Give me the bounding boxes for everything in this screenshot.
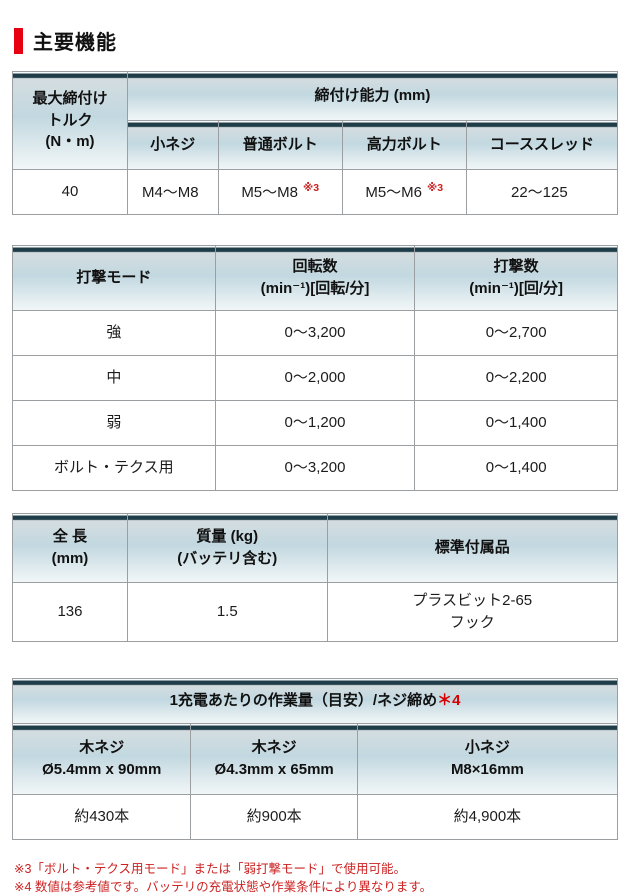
header-standard-bolt: 普通ボルト [217, 120, 343, 170]
cell-impact: 0～2,200 [414, 355, 618, 401]
cell-mode: ボルト・テクス用 [12, 445, 216, 491]
cell-mode: 強 [12, 310, 216, 356]
footnotes: ※3「ボルト・テクス用モード」または「弱打撃モード」で使用可能。 ※4 数値は参… [14, 860, 618, 896]
header-machine-screw: 小ネジ [126, 120, 219, 170]
header-capacity-group: 締付け能力 (mm) [126, 71, 619, 121]
header-standard-accessories: 標準付属品 [326, 513, 619, 583]
cell-weight: 1.5 [126, 582, 328, 642]
cell-mode: 弱 [12, 400, 216, 446]
note-ref: ※3 [427, 181, 444, 194]
cell-wood-screw-large-count: 約430本 [11, 794, 192, 840]
table-row: 中 0～2,000 0～2,200 [12, 355, 618, 401]
cell-high-tensile-bolt: M5～M6 ※3 [341, 169, 467, 215]
cell-value: M4～M8 [141, 183, 199, 201]
work-capacity-table: 1充電あたりの作業量（目安）/ネジ締め＊4 木ネジ Ø5.4mm x 90mm … [11, 678, 619, 840]
header-overall-length: 全 長 (mm) [12, 513, 128, 583]
title-accent-bar [14, 27, 23, 54]
cell-coarse-thread: 22～125 [465, 169, 619, 215]
cell-value: M5～M6 [365, 183, 423, 201]
cell-overall-length: 136 [12, 582, 128, 642]
header-coarse-thread: コーススレッド [465, 120, 619, 170]
cell-value: M5～M8 [241, 183, 298, 201]
tightening-spec-table: 最大締付け トルク (N・m) 締付け能力 (mm) 小ネジ 普通ボルト 高力ボ… [12, 71, 619, 215]
footnote-4: ※4 数値は参考値です。バッテリの充電状態や作業条件により異なります。 [14, 880, 433, 895]
table-row: 40 M4～M8 M5～M8 ※3 M5～M6 ※3 22～125 [12, 169, 619, 215]
header-weight: 質量 (kg) (バッテリ含む) [126, 513, 328, 583]
cell-impact: 0～1,400 [414, 445, 618, 491]
header-high-tensile-bolt: 高力ボルト [341, 120, 467, 170]
cell-max-torque: 40 [12, 169, 128, 215]
header-wood-screw-small: 木ネジ Ø4.3mm x 65mm [190, 723, 358, 795]
cell-wood-screw-small-count: 約900本 [190, 794, 358, 840]
cell-standard-accessories: プラスビット2-65 フック [326, 582, 619, 642]
header-rotation-speed: 回転数 (min⁻¹)[回転/分] [214, 245, 416, 311]
header-max-torque: 最大締付け トルク (N・m) [12, 71, 128, 170]
cell-rotation: 0～3,200 [214, 445, 416, 491]
work-capacity-title-note: ＊4 [437, 692, 461, 710]
footnote-3: ※3「ボルト・テクス用モード」または「弱打撃モード」で使用可能。 [14, 862, 407, 876]
cell-rotation: 0～3,200 [214, 310, 416, 356]
cell-mode: 中 [12, 355, 216, 401]
table-row: 約430本 約900本 約4,900本 [11, 794, 619, 840]
table-row: 136 1.5 プラスビット2-65 フック [12, 582, 619, 642]
dimensions-table: 全 長 (mm) 質量 (kg) (バッテリ含む) 標準付属品 136 1.5 … [12, 513, 619, 642]
cell-machine-screw-m8-count: 約4,900本 [356, 794, 619, 840]
cell-rotation: 0～2,000 [214, 355, 416, 401]
header-wood-screw-large: 木ネジ Ø5.4mm x 90mm [11, 723, 192, 795]
page-title-row: 主要機能 [14, 26, 618, 55]
table-row: 弱 0～1,200 0～1,400 [12, 400, 618, 446]
cell-standard-bolt: M5～M8 ※3 [217, 169, 343, 215]
cell-value: 22～125 [511, 183, 568, 201]
header-impact-mode: 打撃モード [12, 245, 216, 311]
work-capacity-title-text: 1充電あたりの作業量（目安）/ネジ締め [169, 692, 438, 710]
cell-impact: 0～2,700 [414, 310, 618, 356]
cell-rotation: 0～1,200 [214, 400, 416, 446]
header-impact-rate: 打撃数 (min⁻¹)[回/分] [414, 245, 618, 311]
page-title: 主要機能 [33, 32, 117, 54]
table-row: ボルト・テクス用 0～3,200 0～1,400 [12, 445, 618, 491]
cell-machine-screw: M4～M8 [126, 169, 219, 215]
header-work-capacity-title: 1充電あたりの作業量（目安）/ネジ締め＊4 [12, 678, 618, 724]
note-ref: ※3 [303, 181, 320, 194]
header-machine-screw-m8: 小ネジ M8×16mm [356, 723, 619, 795]
table-row: 強 0～3,200 0～2,700 [12, 310, 618, 356]
impact-mode-table: 打撃モード 回転数 (min⁻¹)[回転/分] 打撃数 (min⁻¹)[回/分]… [12, 245, 618, 491]
cell-impact: 0～1,400 [414, 400, 618, 446]
